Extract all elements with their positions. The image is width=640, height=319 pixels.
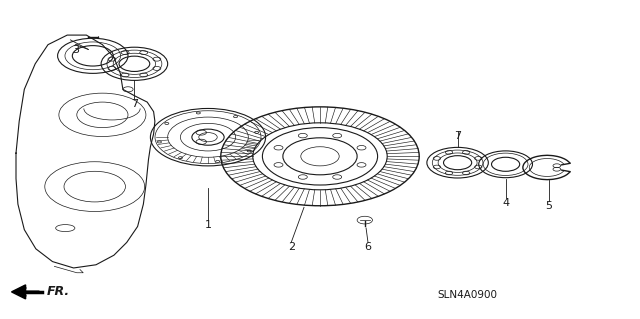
Text: 2: 2 (287, 242, 295, 252)
Text: 6: 6 (365, 242, 371, 252)
Text: 7: 7 (454, 131, 461, 141)
Text: 3: 3 (72, 45, 79, 55)
Polygon shape (12, 285, 26, 299)
Text: 7: 7 (131, 99, 138, 109)
Text: 1: 1 (205, 220, 211, 230)
Text: 4: 4 (502, 198, 509, 208)
Text: SLN4A0900: SLN4A0900 (437, 290, 497, 300)
Text: FR.: FR. (47, 286, 70, 298)
Text: 5: 5 (546, 201, 552, 211)
